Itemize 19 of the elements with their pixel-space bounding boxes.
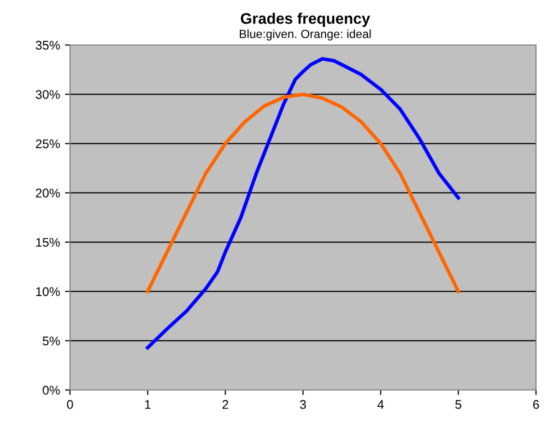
x-tick-label: 6 bbox=[533, 400, 539, 409]
y-tick-label: 10% bbox=[36, 287, 60, 296]
y-tick-label: 5% bbox=[42, 336, 60, 346]
chart-title: Grades frequency bbox=[240, 12, 370, 27]
x-tick-label: 0 bbox=[67, 400, 73, 409]
y-tick-label: 20% bbox=[36, 188, 60, 198]
y-tick-label: 0% bbox=[42, 386, 60, 395]
x-tick-label: 4 bbox=[377, 400, 384, 409]
x-tick-label: 5 bbox=[455, 400, 462, 409]
x-tick-label: 2 bbox=[222, 400, 228, 409]
y-tick-label: 25% bbox=[36, 139, 60, 148]
y-tick-label: 15% bbox=[36, 238, 60, 247]
chart-subtitle: Blue:given. Orange: ideal bbox=[240, 29, 371, 40]
x-tick-label: 3 bbox=[300, 400, 306, 409]
y-tick-label: 35% bbox=[36, 40, 60, 50]
y-tick-label: 30% bbox=[36, 90, 60, 99]
line-series bbox=[146, 92, 460, 294]
line-series bbox=[146, 57, 460, 350]
x-tick-label: 1 bbox=[145, 400, 151, 409]
